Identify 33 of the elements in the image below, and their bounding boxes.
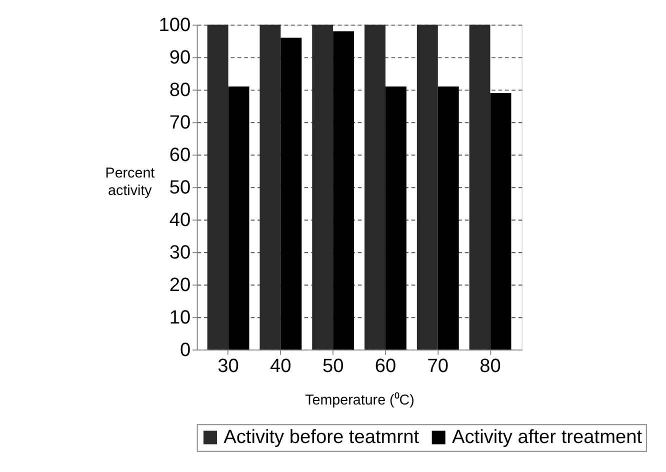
- y-tick-label: 20: [169, 274, 191, 296]
- x-tick-label: 80: [480, 356, 501, 378]
- bar: [207, 24, 228, 350]
- legend-label: Activity before teatmrnt: [224, 427, 420, 448]
- y-tick-label: 30: [169, 242, 191, 264]
- bar: [260, 24, 281, 350]
- y-axis-title: Percent activity: [105, 166, 155, 199]
- y-tick-label: 0: [180, 340, 191, 361]
- bar: [469, 24, 490, 350]
- bar: [438, 86, 459, 350]
- x-tick-label: 60: [374, 356, 396, 378]
- y-tick-label: 90: [169, 47, 191, 68]
- bar: [228, 86, 250, 350]
- y-tick-label: 10: [169, 307, 191, 328]
- bar: [280, 38, 302, 350]
- y-tick-label: 40: [169, 210, 191, 231]
- bar: [312, 24, 334, 350]
- bar: [333, 31, 354, 350]
- bar: [385, 86, 406, 350]
- bar: [364, 24, 386, 350]
- bar: [416, 24, 438, 350]
- x-axis-title: Temperature (⁰C): [305, 392, 414, 409]
- y-tick-label: 100: [158, 14, 191, 36]
- y-tick-label: 80: [169, 80, 191, 101]
- y-tick-label: 60: [169, 144, 191, 166]
- y-tick-label: 50: [169, 177, 191, 198]
- x-tick-label: 30: [218, 356, 239, 378]
- x-tick-label: 70: [427, 356, 449, 378]
- legend-label: Activity after treatment: [452, 427, 643, 448]
- y-tick-label: 70: [169, 112, 191, 134]
- x-tick-label: 40: [270, 356, 292, 378]
- bar: [490, 92, 512, 350]
- x-tick-label: 50: [322, 356, 344, 378]
